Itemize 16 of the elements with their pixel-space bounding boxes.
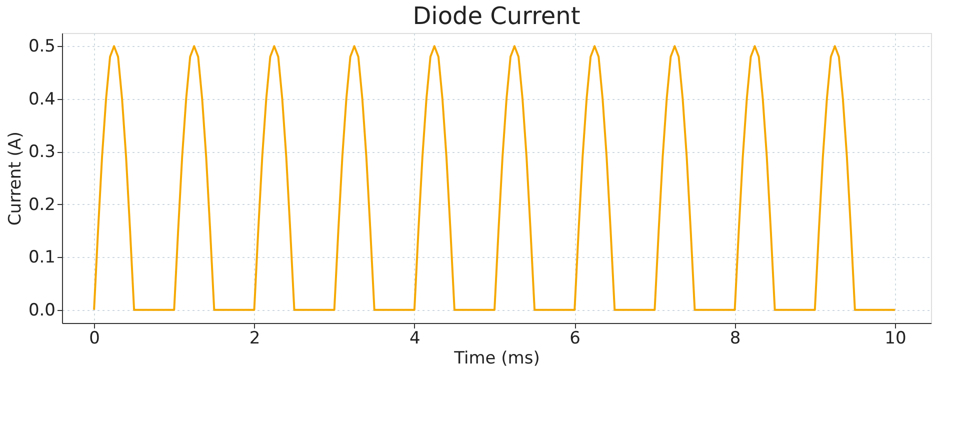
x-axis-title: Time (ms) [453, 348, 540, 368]
x-tick-label: 6 [570, 328, 581, 348]
line-series [93, 45, 896, 311]
y-tick-label: 0.3 [28, 142, 56, 162]
y-tick-label: 0.4 [28, 89, 56, 110]
y-tick-label: 0.1 [28, 248, 56, 268]
chart-title: Diode Current [412, 2, 580, 30]
y-tick-label: 0.5 [28, 36, 56, 57]
x-tick-label: 4 [409, 328, 420, 348]
x-tick-label: 8 [730, 328, 741, 348]
y-tick-label: 0.0 [28, 300, 56, 320]
x-tick-label: 0 [89, 328, 100, 348]
y-tick-label: 0.2 [28, 194, 56, 215]
x-tick-label: 10 [884, 328, 906, 348]
x-tick-label: 2 [249, 328, 260, 348]
y-axis-title: Current (A) [5, 131, 26, 226]
